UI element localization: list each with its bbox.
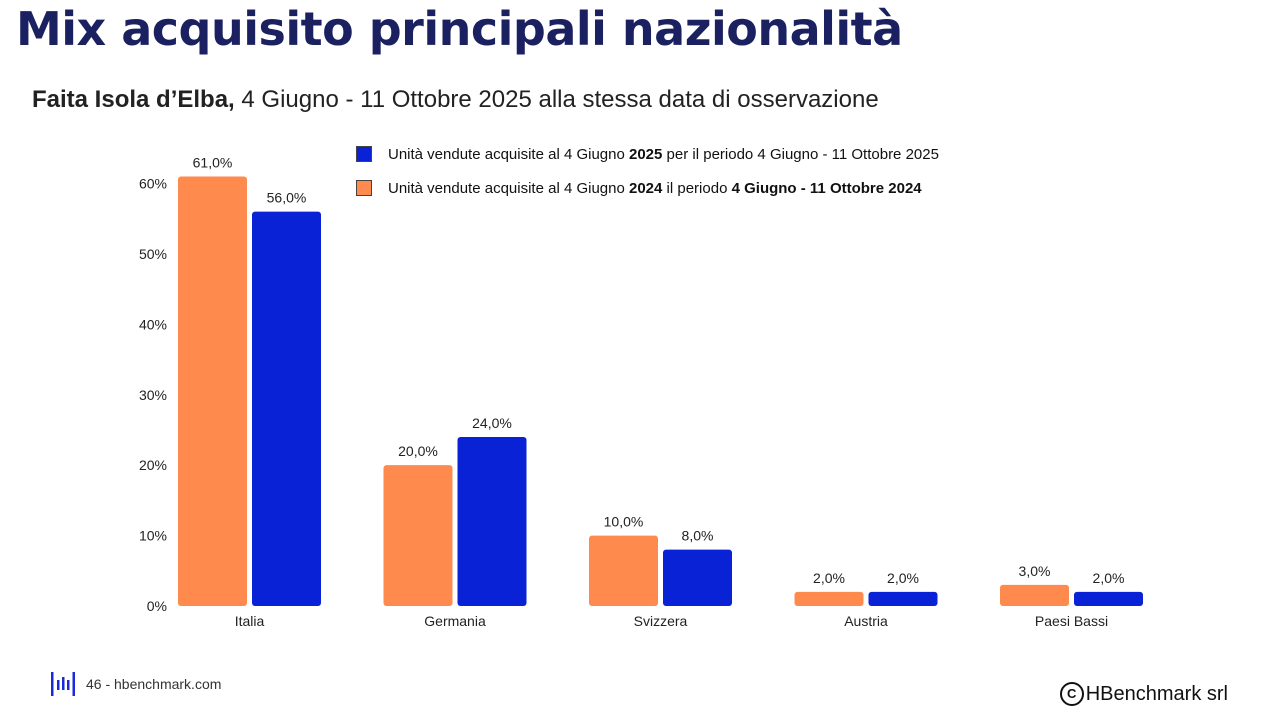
copyright: C HBenchmark srl	[1059, 682, 1228, 706]
bar-2024-svizzera	[589, 535, 658, 606]
y-tick-label: 0%	[147, 598, 167, 614]
subtitle-bold: Faita Isola d’Elba,	[32, 86, 235, 113]
hbenchmark-logo-icon	[51, 672, 75, 696]
data-label: 20,0%	[398, 443, 438, 459]
legend-label-2025: Unità vendute acquisite al 4 Giugno 2025…	[388, 145, 939, 163]
legend-item-2024: Unità vendute acquisite al 4 Giugno 2024…	[356, 171, 939, 205]
data-label: 10,0%	[604, 514, 644, 530]
data-label: 2,0%	[887, 570, 919, 586]
legend-swatch-2025	[356, 146, 372, 162]
x-category-label: Italia	[235, 613, 265, 629]
data-label: 24,0%	[472, 415, 512, 431]
legend-swatch-2024	[356, 180, 372, 196]
copyright-icon: C	[1059, 682, 1084, 706]
legend-label-2024: Unità vendute acquisite al 4 Giugno 2024…	[388, 179, 922, 197]
bar-2025-italia	[252, 211, 321, 606]
bar-2025-svizzera	[663, 549, 732, 606]
data-label: 3,0%	[1019, 563, 1051, 579]
x-category-label: Austria	[844, 613, 888, 629]
bar-2025-germania	[457, 437, 527, 606]
footer: 46 - hbenchmark.com	[50, 672, 221, 696]
x-category-label: Svizzera	[634, 613, 688, 629]
legend-item-2025: Unità vendute acquisite al 4 Giugno 2025…	[356, 137, 939, 171]
y-tick-label: 50%	[139, 246, 167, 262]
chart-legend: Unità vendute acquisite al 4 Giugno 2025…	[356, 137, 939, 205]
x-category-label: Germania	[424, 613, 486, 629]
y-tick-label: 30%	[139, 387, 167, 403]
page-title: Mix acquisito principali nazionalità	[16, 2, 903, 56]
bar-2024-paesi-bassi	[1000, 584, 1069, 606]
y-tick-label: 60%	[139, 176, 167, 192]
x-category-label: Paesi Bassi	[1035, 613, 1108, 629]
bar-2025-austria	[868, 591, 938, 606]
subtitle-rest: 4 Giugno - 11 Ottobre 2025 alla stessa d…	[234, 86, 879, 113]
y-tick-label: 10%	[139, 528, 167, 544]
data-label: 56,0%	[267, 190, 307, 206]
bar-2024-austria	[794, 591, 864, 606]
data-label: 2,0%	[1093, 570, 1125, 586]
data-label: 2,0%	[813, 570, 845, 586]
page-subtitle: Faita Isola d’Elba, 4 Giugno - 11 Ottobr…	[32, 86, 879, 114]
y-tick-label: 20%	[139, 457, 167, 473]
bar-2024-germania	[383, 465, 453, 606]
data-label: 8,0%	[682, 528, 714, 544]
copyright-text: HBenchmark srl	[1085, 682, 1228, 705]
bar-2025-paesi-bassi	[1074, 591, 1143, 606]
y-tick-label: 40%	[139, 316, 167, 332]
footer-page-text: 46 - hbenchmark.com	[86, 676, 222, 692]
bar-2024-italia	[178, 176, 247, 607]
data-label: 61,0%	[193, 154, 233, 170]
